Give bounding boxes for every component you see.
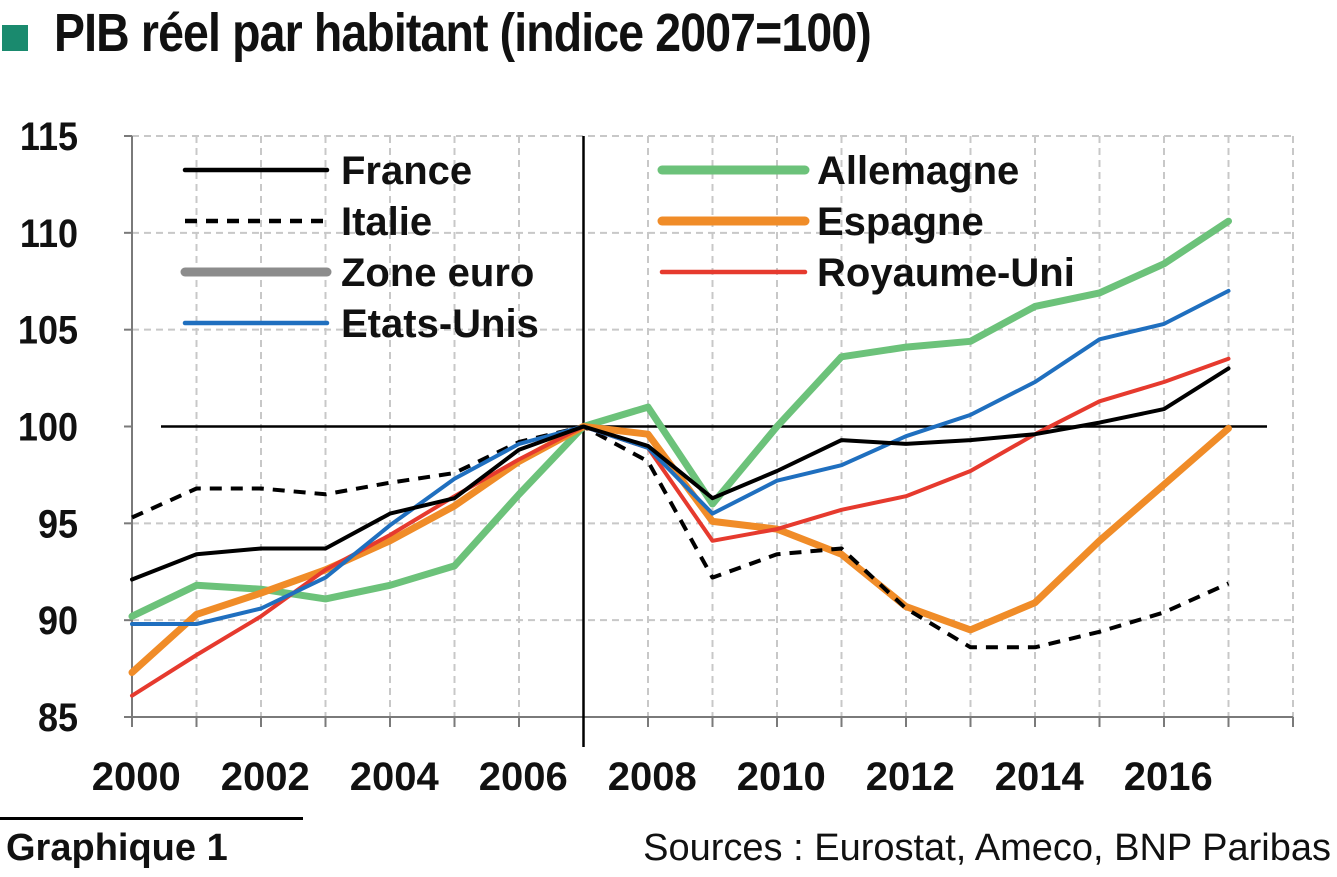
legend-label-zone-euro: Zone euro <box>341 251 534 295</box>
x-tick-label-2002: 2002 <box>221 755 310 799</box>
x-tick-label-2014: 2014 <box>995 755 1085 799</box>
legend-label-france: France <box>341 149 472 193</box>
chart-area: 85 90 95 100 105 110 115 2000 2002 2004 2006 2008 20… <box>5 92 1330 810</box>
x-tick-label-2016: 2016 <box>1124 755 1213 799</box>
y-tick-label-85: 85 <box>38 696 78 740</box>
x-tick-label-2008: 2008 <box>608 755 697 799</box>
series-line-royaume-uni <box>130 356 1231 698</box>
x-tick-label-2004: 2004 <box>350 755 440 799</box>
x-tick-label-2010: 2010 <box>737 755 826 799</box>
y-tick-label-110: 110 <box>20 212 78 256</box>
y-tick-label-115: 115 <box>20 115 78 159</box>
x-tick-label-2000: 2000 <box>92 755 181 799</box>
y-tick-label-100: 100 <box>18 406 78 450</box>
page-title: PIB réel par habitant (indice 2007=100) <box>54 3 872 63</box>
title-row: PIB réel par habitant (indice 2007=100) <box>0 0 1337 70</box>
legend-label-italie: Italie <box>341 200 432 244</box>
legend-label-royaume-uni: Royaume-Uni <box>817 251 1075 295</box>
footer-rule <box>0 817 303 820</box>
title-bullet-square <box>2 25 28 51</box>
y-tick-label-105: 105 <box>18 309 78 353</box>
x-tick-label-2012: 2012 <box>866 755 955 799</box>
legend-label-etats-unis: Etats-Unis <box>341 302 539 346</box>
series-line-allemagne <box>128 217 1232 620</box>
line-chart: 85 90 95 100 105 110 115 2000 2002 2004 2006 2008 20… <box>18 115 1294 799</box>
figure-label: Graphique 1 <box>6 827 228 869</box>
y-tick-label-95: 95 <box>38 503 78 547</box>
series-line-espagne <box>128 423 1232 676</box>
series-line-france <box>130 366 1231 582</box>
series-line-italie <box>131 424 1230 650</box>
legend-label-allemagne: Allemagne <box>817 149 1019 193</box>
y-tick-label-90: 90 <box>38 599 78 643</box>
sources-note: Sources : Eurostat, Ameco, BNP Paribas <box>643 827 1331 869</box>
legend-label-espagne: Espagne <box>817 200 984 244</box>
series-line-etats-unis <box>130 288 1231 626</box>
x-tick-label-2006: 2006 <box>479 755 568 799</box>
